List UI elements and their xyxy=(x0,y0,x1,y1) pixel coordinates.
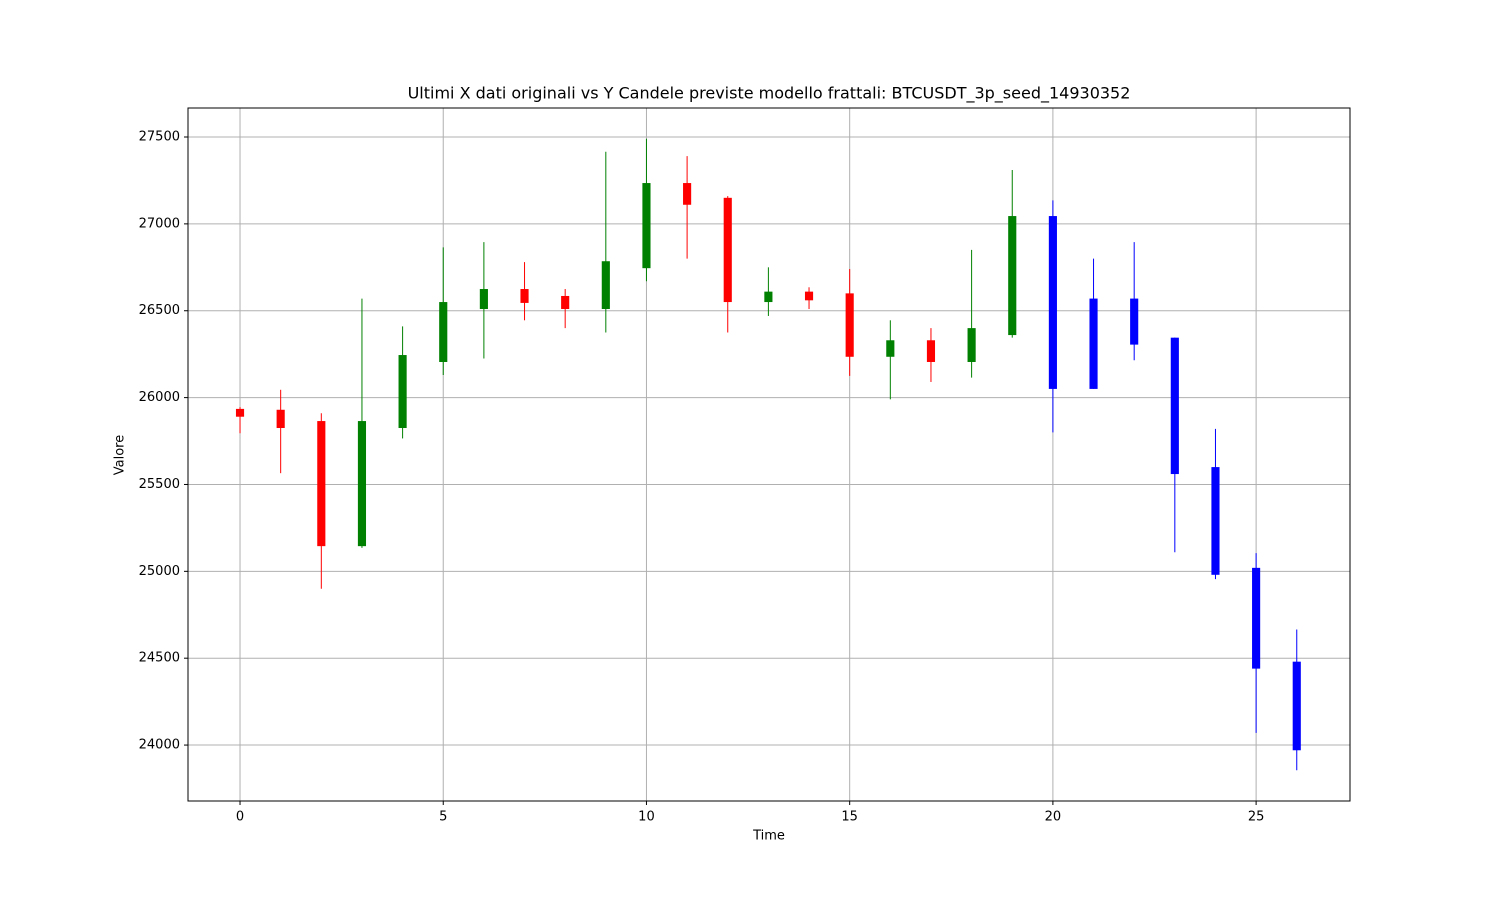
x-tick-label: 10 xyxy=(638,810,655,825)
plot-frame xyxy=(187,107,1351,802)
candle-body xyxy=(683,183,692,205)
candle-body xyxy=(1048,216,1057,389)
y-tick-label: 27500 xyxy=(139,130,180,145)
candle-body xyxy=(1170,337,1179,475)
y-axis-label: Valore xyxy=(113,435,128,475)
candle-body xyxy=(520,289,529,303)
candle-body xyxy=(1292,661,1301,751)
candle-body xyxy=(276,409,285,429)
candle-body xyxy=(1211,467,1220,575)
y-tick-label: 25000 xyxy=(139,564,180,579)
y-tick-label: 27000 xyxy=(139,216,180,231)
candle-body xyxy=(1008,216,1017,336)
x-axis-label: Time xyxy=(752,829,785,844)
candle-body xyxy=(439,302,448,362)
y-tick-label: 25500 xyxy=(139,477,180,492)
x-tick-label: 20 xyxy=(1045,810,1062,825)
candle-body xyxy=(479,289,488,310)
x-tick-label: 5 xyxy=(439,810,447,825)
candle-body xyxy=(967,328,976,362)
candle-body xyxy=(1252,567,1261,669)
candle-body xyxy=(601,261,610,310)
candle-body xyxy=(642,183,651,269)
candle-body xyxy=(357,421,367,547)
x-tick-label: 0 xyxy=(236,810,244,825)
y-tick-label: 24500 xyxy=(139,651,180,666)
candle-body xyxy=(317,421,326,547)
candle-body xyxy=(845,293,854,357)
candle-body xyxy=(1089,298,1098,389)
candle-body xyxy=(1130,298,1139,345)
y-tick-label: 24000 xyxy=(139,738,180,753)
chart-title: Ultimi X dati originali vs Y Candele pre… xyxy=(408,84,1131,104)
candle-body xyxy=(886,340,895,357)
candle-body xyxy=(561,295,570,310)
x-tick-label: 15 xyxy=(841,810,858,825)
candle-body xyxy=(723,197,732,303)
y-tick-label: 26000 xyxy=(139,390,180,405)
candle-body xyxy=(926,340,936,362)
x-tick-label: 25 xyxy=(1248,810,1265,825)
candle-body xyxy=(804,291,814,301)
candle-body xyxy=(764,291,773,303)
candle-body xyxy=(398,355,407,429)
y-tick-label: 26500 xyxy=(139,303,180,318)
candle-body xyxy=(235,408,245,417)
